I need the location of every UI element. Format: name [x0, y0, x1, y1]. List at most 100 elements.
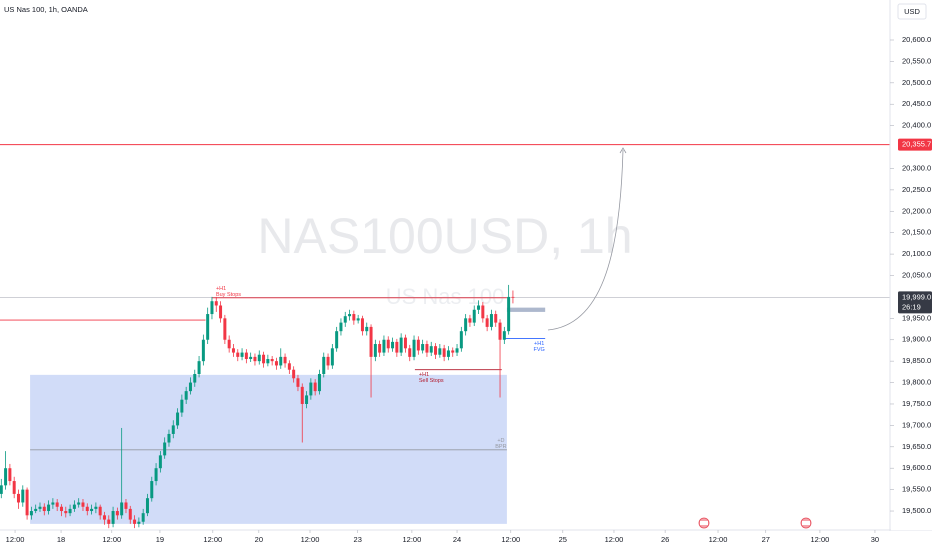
candle-body: [167, 433, 171, 443]
calendar-flag[interactable]: [800, 517, 812, 529]
candle-body: [313, 382, 317, 392]
candle-body: [193, 374, 197, 383]
candle-body: [326, 356, 330, 366]
candle-body: [51, 502, 55, 505]
candle-body: [0, 485, 3, 494]
candle-body: [120, 502, 124, 516]
x-tick-label: 12:00: [811, 535, 830, 544]
y-tick-label: 20,200.0: [902, 206, 931, 215]
candle-body: [472, 309, 476, 323]
candle-body: [283, 356, 287, 364]
y-tick-label: 20,250.0: [902, 185, 931, 194]
candle-body: [494, 314, 498, 323]
candle-body: [382, 339, 386, 353]
candle-body: [468, 318, 472, 323]
x-tick-label: 12:00: [709, 535, 728, 544]
candle-body: [343, 316, 347, 323]
candle-body: [498, 322, 502, 340]
y-tick-label: 20,550.0: [902, 56, 931, 65]
current-price-label: 19,999.0: [902, 292, 931, 301]
candle-body: [206, 314, 210, 340]
candle-body: [201, 339, 205, 362]
zone: [506, 307, 546, 312]
candle-body: [507, 296, 511, 332]
y-tick-label: 20,300.0: [902, 163, 931, 172]
candle-body: [412, 339, 416, 357]
candle-body: [176, 412, 180, 426]
candle-body: [115, 511, 119, 516]
candle-body: [197, 361, 201, 375]
candle-body: [262, 354, 266, 364]
arrow-head: [619, 147, 627, 154]
candle-body: [55, 502, 59, 507]
price-axis-bg: [891, 20, 932, 530]
price-tag-label: 20,355.7: [902, 140, 931, 149]
candle-body: [253, 356, 257, 362]
candle-body: [421, 344, 425, 351]
x-tick-label: 12:00: [301, 535, 320, 544]
candle-body: [434, 346, 438, 355]
y-tick-label: 19,850.0: [902, 356, 931, 365]
countdown: 26:19: [902, 302, 921, 311]
y-tick-label: 19,800.0: [902, 378, 931, 387]
candle-body: [81, 502, 85, 507]
candle-body: [214, 301, 218, 306]
event-icon-stripe: [700, 521, 708, 525]
candle-body: [145, 498, 149, 514]
candle-body: [386, 339, 390, 349]
candle-body: [477, 305, 481, 310]
candle-body: [300, 386, 304, 404]
candle-body: [429, 346, 433, 353]
candle-body: [502, 331, 506, 340]
candle-body: [4, 468, 8, 486]
candle-body: [124, 502, 128, 509]
candle-body: [12, 481, 16, 494]
candle-body: [438, 348, 442, 355]
y-tick-label: 19,900.0: [902, 335, 931, 344]
candle-body: [64, 511, 68, 514]
x-tick-label: 12:00: [102, 535, 121, 544]
candle-body: [85, 506, 89, 512]
annotation-text: +D: [497, 438, 504, 444]
candle-body: [184, 391, 188, 400]
y-tick-label: 19,750.0: [902, 399, 931, 408]
candle-body: [451, 350, 455, 353]
annotation-text: +H1: [419, 372, 429, 378]
candle-body: [72, 504, 76, 509]
candle-body: [270, 359, 274, 362]
candle-body: [274, 361, 278, 366]
calendar-flag[interactable]: [698, 517, 710, 529]
candle-body: [90, 508, 94, 512]
x-tick-label: 24: [453, 535, 461, 544]
x-tick-label: 19: [156, 535, 164, 544]
candle-body: [133, 519, 137, 524]
currency-box[interactable]: [897, 3, 927, 20]
watermark-subtitle: US Nas 100: [386, 284, 505, 309]
candle-body: [141, 513, 145, 522]
currency: USD: [904, 7, 920, 16]
candle-body: [395, 341, 399, 353]
candle-body: [47, 504, 51, 512]
chart-title: US Nas 100, 1h, OANDA: [4, 5, 88, 14]
candle-body: [150, 481, 154, 499]
projection-arrow: [547, 149, 624, 331]
candle-body: [38, 506, 42, 509]
y-tick-label: 20,450.0: [902, 99, 931, 108]
candle-body: [455, 348, 459, 353]
watermark-group: NAS100USD, 1h US Nas 100: [257, 208, 632, 309]
candle-body: [378, 344, 382, 353]
annotation-text: FVG: [534, 347, 545, 353]
candle-body: [219, 305, 223, 319]
x-tick-label: 20: [255, 535, 263, 544]
candle-body: [309, 382, 313, 396]
candle-body: [98, 506, 102, 516]
x-tick-label: 12:00: [605, 535, 624, 544]
candle-body: [16, 493, 20, 503]
y-tick-label: 19,700.0: [902, 420, 931, 429]
annotation-text: +H1: [216, 286, 226, 292]
candle-body: [210, 301, 214, 315]
candle-body: [180, 399, 184, 413]
y-tick-label: 19,950.0: [902, 313, 931, 322]
